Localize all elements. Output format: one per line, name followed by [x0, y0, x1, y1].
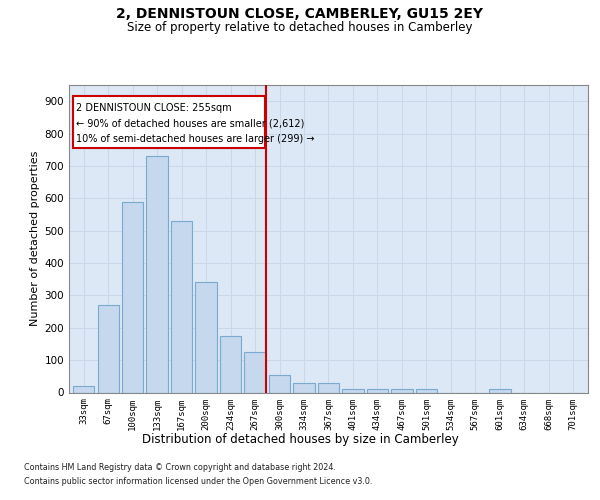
- Bar: [269, 374, 290, 392]
- Bar: [196, 282, 217, 393]
- Bar: [343, 390, 364, 392]
- Bar: [122, 202, 143, 392]
- Text: 2, DENNISTOUN CLOSE, CAMBERLEY, GU15 2EY: 2, DENNISTOUN CLOSE, CAMBERLEY, GU15 2EY: [116, 8, 484, 22]
- FancyBboxPatch shape: [73, 96, 265, 148]
- Bar: [293, 383, 314, 392]
- Bar: [489, 390, 511, 392]
- Text: 10% of semi-detached houses are larger (299) →: 10% of semi-detached houses are larger (…: [76, 134, 315, 144]
- Bar: [244, 352, 266, 393]
- Text: Size of property relative to detached houses in Camberley: Size of property relative to detached ho…: [127, 21, 473, 34]
- Text: Contains public sector information licensed under the Open Government Licence v3: Contains public sector information licen…: [24, 477, 373, 486]
- Bar: [416, 390, 437, 392]
- Text: Distribution of detached houses by size in Camberley: Distribution of detached houses by size …: [142, 432, 458, 446]
- Bar: [391, 390, 413, 392]
- Bar: [98, 305, 119, 392]
- Text: Contains HM Land Registry data © Crown copyright and database right 2024.: Contains HM Land Registry data © Crown c…: [24, 464, 336, 472]
- Text: 2 DENNISTOUN CLOSE: 255sqm: 2 DENNISTOUN CLOSE: 255sqm: [76, 104, 232, 114]
- Bar: [73, 386, 94, 392]
- Bar: [367, 390, 388, 392]
- Bar: [318, 383, 339, 392]
- Bar: [220, 336, 241, 392]
- Text: ← 90% of detached houses are smaller (2,612): ← 90% of detached houses are smaller (2,…: [76, 118, 305, 128]
- Y-axis label: Number of detached properties: Number of detached properties: [31, 151, 40, 326]
- Bar: [171, 221, 192, 392]
- Bar: [146, 156, 168, 392]
